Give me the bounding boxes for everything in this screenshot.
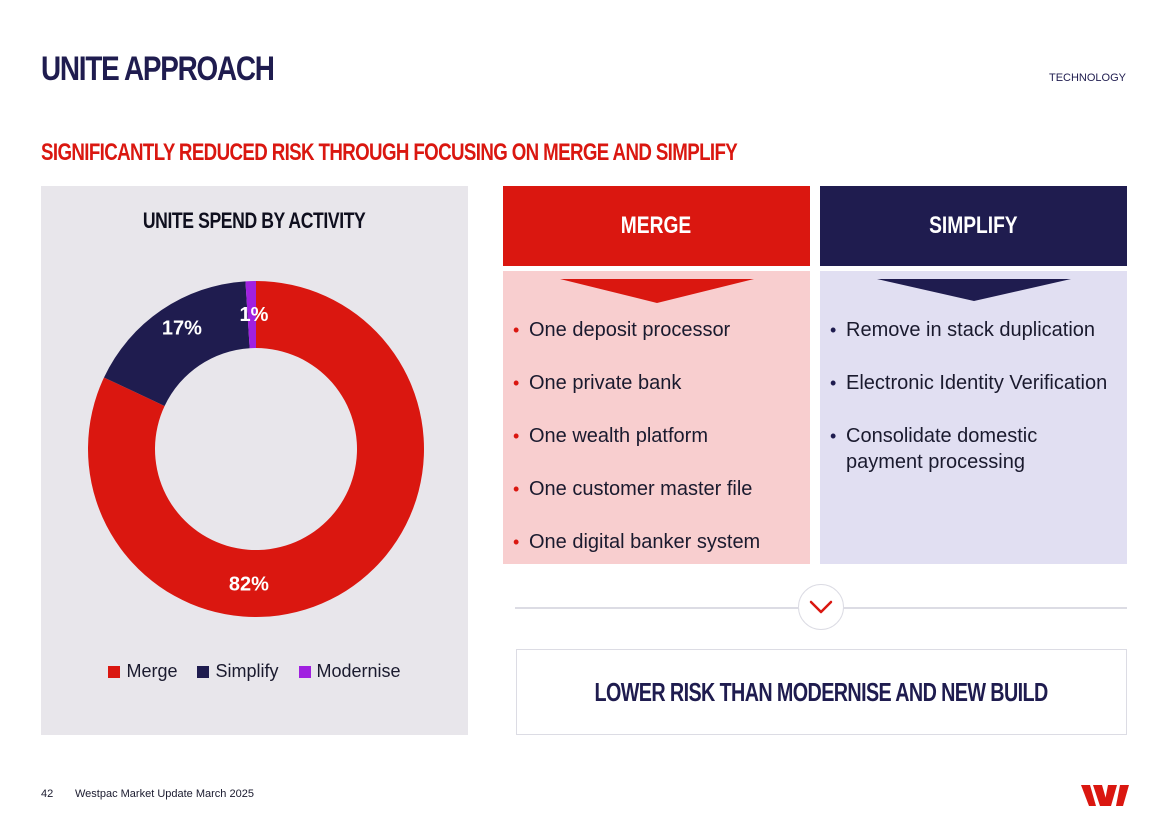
- legend-swatch: [108, 665, 121, 678]
- list-item: One deposit processor: [513, 317, 760, 343]
- list-item: Electronic Identity Verification: [830, 370, 1110, 396]
- conclusion-text: LOWER RISK THAN MODERNISE AND NEW BUILD: [594, 676, 1049, 707]
- donut-slice-merge: [88, 281, 425, 617]
- simplify-arrow-icon: [877, 279, 1071, 301]
- data-label-merge: 82%: [229, 573, 269, 595]
- list-item: One digital banker system: [513, 529, 760, 555]
- donut-chart: 82% 17% 1%: [88, 281, 425, 617]
- chart-panel: UNITE SPEND BY ACTIVITY 82% 17% 1% Merge Si…: [41, 186, 468, 735]
- data-label-modernise: 1%: [240, 304, 269, 326]
- list-item: Remove in stack duplication: [830, 317, 1110, 343]
- list-item: One customer master file: [513, 476, 760, 502]
- legend-item-modernise: Modernise: [298, 661, 401, 682]
- legend-label: Merge: [126, 661, 178, 681]
- donut-slice-modernise: [245, 281, 256, 349]
- donut-slice-simplify: [103, 281, 250, 406]
- list-item: One wealth platform: [513, 423, 760, 449]
- legend-swatch: [197, 665, 210, 678]
- list-item: Consolidate domestic payment processing: [830, 423, 1110, 475]
- merge-panel: One deposit processor One private bank O…: [503, 271, 810, 564]
- footer-text: Westpac Market Update March 2025: [75, 788, 254, 800]
- legend-swatch: [298, 665, 311, 678]
- legend-item-merge: Merge: [108, 661, 177, 682]
- westpac-logo-icon: [1081, 785, 1129, 806]
- page-number: 42: [41, 788, 54, 800]
- section-tag: TECHNOLOGY: [1048, 72, 1126, 84]
- merge-arrow-icon: [560, 279, 754, 303]
- simplify-panel: Remove in stack duplication Electronic I…: [820, 271, 1127, 564]
- chart-legend: Merge Simplify Modernise: [41, 661, 468, 682]
- data-label-simplify: 17%: [162, 317, 202, 339]
- list-item: One private bank: [513, 370, 760, 396]
- merge-header: MERGE: [503, 186, 810, 266]
- simplify-list: Remove in stack duplication Electronic I…: [830, 317, 1110, 502]
- page-title: UNITE APPROACH: [41, 50, 275, 88]
- conclusion-box: LOWER RISK THAN MODERNISE AND NEW BUILD: [516, 649, 1127, 735]
- legend-label: Modernise: [316, 661, 401, 681]
- chart-title: UNITE SPEND BY ACTIVITY: [143, 208, 366, 233]
- legend-item-simplify: Simplify: [197, 661, 279, 682]
- page-subtitle: SIGNIFICANTLY REDUCED RISK THROUGH FOCUS…: [41, 139, 738, 166]
- legend-label: Simplify: [215, 661, 279, 681]
- simplify-header: SIMPLIFY: [820, 186, 1127, 266]
- merge-list: One deposit processor One private bank O…: [513, 317, 760, 582]
- chevron-down-icon: [798, 584, 844, 630]
